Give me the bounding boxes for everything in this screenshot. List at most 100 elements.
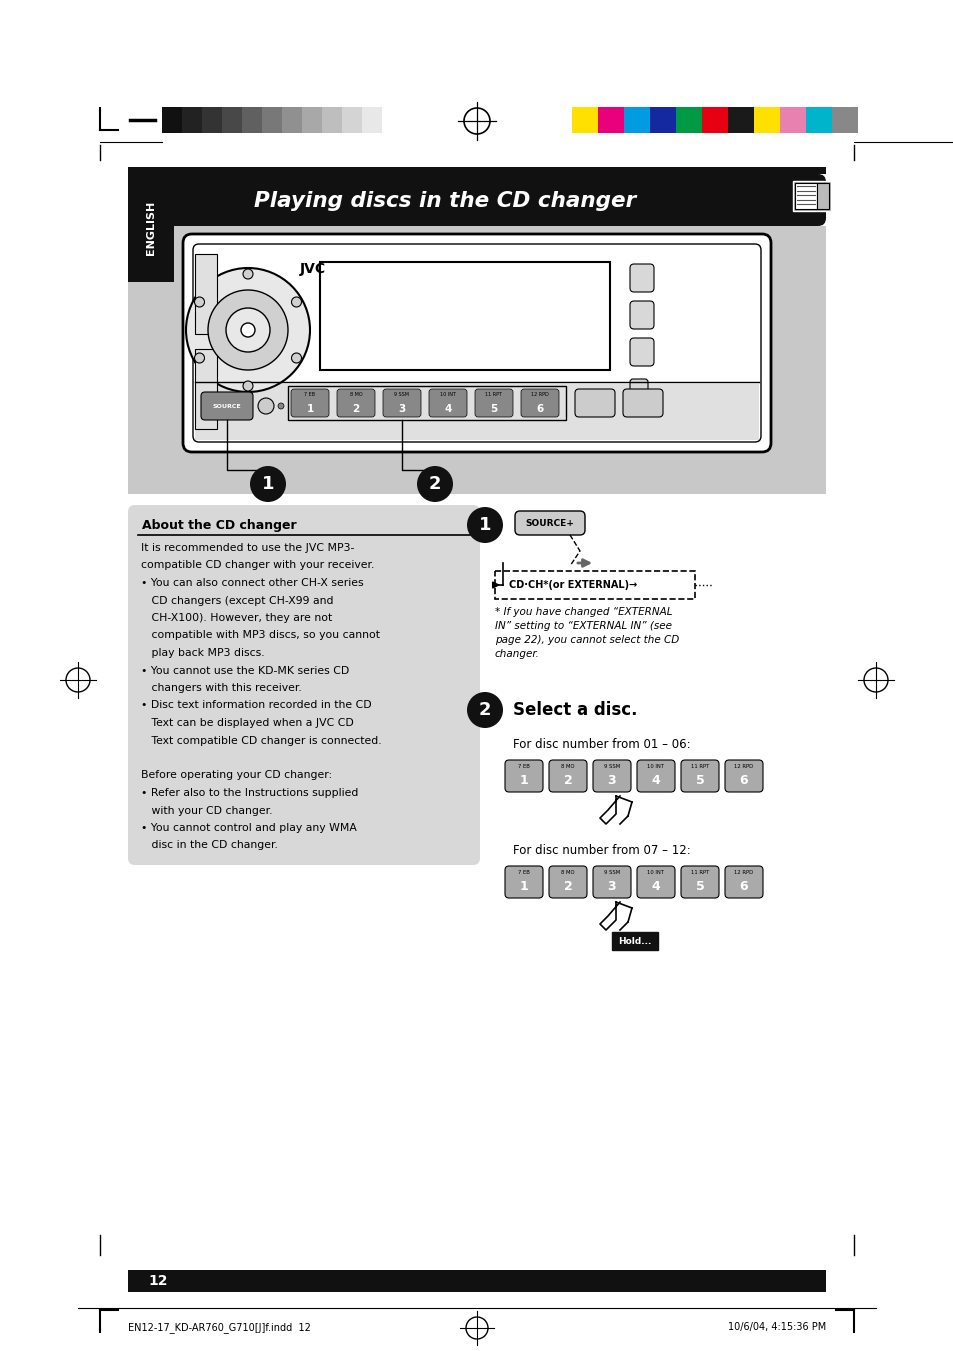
Circle shape [243,381,253,390]
Bar [676,107,701,132]
Bar [381,107,401,132]
Text: 2: 2 [352,404,359,413]
Bar [572,107,598,132]
Bar [780,107,805,132]
FancyBboxPatch shape [724,866,762,898]
Text: 6: 6 [739,880,747,893]
Text: 4: 4 [651,880,659,893]
Bar [753,107,780,132]
FancyBboxPatch shape [593,866,630,898]
Text: 10 INT: 10 INT [439,392,456,396]
FancyBboxPatch shape [637,761,675,792]
Text: 10/6/04, 4:15:36 PM: 10/6/04, 4:15:36 PM [727,1323,825,1332]
Bar [194,384,759,440]
Text: changers with this receiver.: changers with this receiver. [141,684,301,693]
FancyBboxPatch shape [629,380,647,403]
Text: 3: 3 [607,880,616,893]
Bar [701,107,727,132]
Bar [319,262,609,370]
FancyBboxPatch shape [504,866,542,898]
Circle shape [292,353,301,363]
Text: Before operating your CD changer:: Before operating your CD changer: [141,770,332,781]
Circle shape [241,323,254,336]
Bar [612,932,658,950]
Circle shape [194,353,204,363]
Text: 1: 1 [519,880,528,893]
Text: 11 RPT: 11 RPT [690,765,708,769]
Text: CH-X100). However, they are not: CH-X100). However, they are not [141,613,332,623]
Text: 4: 4 [444,404,451,413]
Text: 9 SSM: 9 SSM [395,392,409,396]
FancyBboxPatch shape [629,301,654,330]
Text: compatible CD changer with your receiver.: compatible CD changer with your receiver… [141,561,374,570]
Text: 11 RPT: 11 RPT [485,392,502,396]
FancyBboxPatch shape [680,866,719,898]
Text: About the CD changer: About the CD changer [142,519,296,532]
Text: play back MP3 discs.: play back MP3 discs. [141,648,264,658]
Bar [162,107,182,132]
Bar [128,168,825,174]
Bar [194,254,216,334]
Bar [222,107,242,132]
Text: 10 INT: 10 INT [647,765,664,769]
FancyBboxPatch shape [575,389,615,417]
Bar [128,174,817,226]
Text: It is recommended to use the JVC MP3-: It is recommended to use the JVC MP3- [141,543,354,553]
Bar [495,571,695,598]
Text: 11 RPT: 11 RPT [690,870,708,875]
Bar [598,107,623,132]
Circle shape [194,297,204,307]
Text: 5: 5 [490,404,497,413]
FancyBboxPatch shape [629,263,654,292]
Text: JVC: JVC [299,262,326,276]
FancyBboxPatch shape [637,866,675,898]
Text: 8 MO: 8 MO [560,870,574,875]
FancyBboxPatch shape [128,174,825,226]
Text: 10 INT: 10 INT [647,870,664,875]
Bar [361,107,381,132]
Text: Text can be displayed when a JVC CD: Text can be displayed when a JVC CD [141,717,354,728]
Text: 1: 1 [519,774,528,786]
Text: 7 EB: 7 EB [304,392,315,396]
Bar [727,107,753,132]
Bar [623,107,649,132]
Text: Select a disc.: Select a disc. [513,701,637,719]
FancyBboxPatch shape [336,389,375,417]
Circle shape [208,290,288,370]
Text: CD·CH*(or EXTERNAL)→: CD·CH*(or EXTERNAL)→ [509,580,637,590]
FancyBboxPatch shape [183,234,770,453]
Text: with your CD changer.: with your CD changer. [141,805,273,816]
Bar [128,1270,825,1292]
FancyBboxPatch shape [504,761,542,792]
Bar [831,107,857,132]
FancyBboxPatch shape [382,389,420,417]
Text: 5: 5 [695,774,703,786]
Bar [792,181,830,211]
Text: Hold...: Hold... [618,936,651,946]
Bar [128,174,173,282]
Text: • Refer also to the Instructions supplied: • Refer also to the Instructions supplie… [141,788,358,798]
Bar [182,107,202,132]
Text: • Disc text information recorded in the CD: • Disc text information recorded in the … [141,701,372,711]
Text: 12: 12 [148,1274,168,1288]
Bar [262,107,282,132]
Text: 6: 6 [739,774,747,786]
Bar [242,107,262,132]
Text: disc in the CD changer.: disc in the CD changer. [141,840,277,851]
Bar [794,182,816,209]
Bar [282,107,302,132]
Text: • You cannot use the KD-MK series CD: • You cannot use the KD-MK series CD [141,666,349,676]
Text: 8 MO: 8 MO [350,392,362,396]
Text: • You cannot control and play any WMA: • You cannot control and play any WMA [141,823,356,834]
Circle shape [416,466,453,503]
Text: 3: 3 [607,774,616,786]
Text: Text compatible CD changer is connected.: Text compatible CD changer is connected. [141,735,381,746]
FancyBboxPatch shape [724,761,762,792]
Bar [322,107,341,132]
Text: 1: 1 [261,476,274,493]
Circle shape [243,269,253,280]
FancyBboxPatch shape [515,511,584,535]
Text: 4: 4 [651,774,659,786]
Bar [302,107,322,132]
FancyBboxPatch shape [629,338,654,366]
